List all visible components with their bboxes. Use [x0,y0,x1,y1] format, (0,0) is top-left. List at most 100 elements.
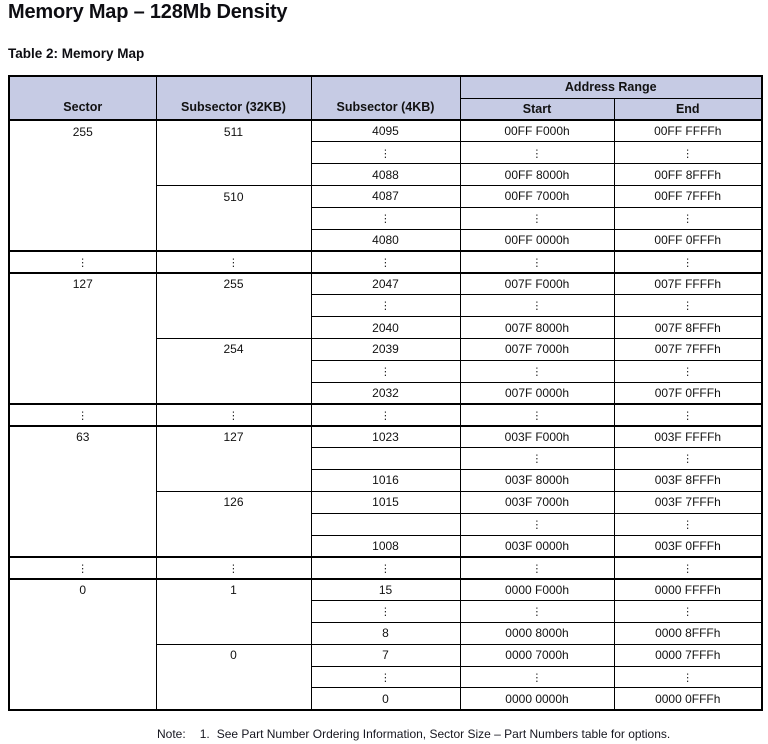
ellipsis-cell: ⋮ [459,141,615,165]
end-cell: 0000 7FFFh [613,643,763,667]
end-cell: 007F 0FFFh [613,381,763,405]
end-cell: 0000 FFFFh [613,578,763,602]
start-cell: 0000 F000h [459,578,615,602]
ellipsis-cell: ⋮ [613,206,763,230]
ellipsis-cell: ⋮ [155,402,312,427]
end-cell: 00FF 0FFFh [613,228,763,252]
start-cell: 007F 7000h [459,337,615,361]
start-cell: 003F F000h [459,425,615,449]
subsector32-cell: 511 [155,119,312,187]
table-row: 2032 007F 0000h 007F 0FFFh [9,381,763,405]
ellipsis-cell [310,447,461,470]
end-cell: 00FF 7FFFh [613,185,763,208]
ellipsis-cell: ⋮ [155,250,312,274]
ellipsis-cell: ⋮ [613,447,763,470]
table-row: 63 127 1023 003F F000h 003F FFFFh [8,425,763,558]
ellipsis-cell: ⋮ [8,250,157,274]
subsector32-cell: 255 [155,272,312,339]
subsector4-cell: 15 [310,578,461,602]
ellipsis-cell: ⋮ [613,512,763,536]
header-subrow: Start End [9,97,763,121]
ellipsis-cell: ⋮ [310,141,461,165]
start-cell: 003F 0000h [459,534,615,558]
table-row: 0 1 15 0000 F000h 0000 FFFFh [8,578,763,711]
ellipsis-cell: ⋮ [459,555,615,580]
table-row: 4088 00FF 8000h 00FF 8FFFh [9,163,763,187]
start-cell: 0000 7000h [459,643,615,667]
ellipsis-cell: ⋮ [310,294,461,318]
start-cell: 003F 8000h [459,469,615,492]
ellipsis-cell: ⋮ [613,600,763,623]
end-cell: 003F 8FFFh [613,469,763,492]
ellipsis-cell: ⋮ [459,512,615,536]
end-cell: 0000 8FFFh [613,621,763,645]
note-number: 1. [199,727,210,741]
ellipsis-cell: ⋮ [310,555,461,580]
table-row: 254 2039 007F 7000h 007F 7FFFh [9,337,763,405]
subsector4-cell: 1023 [310,425,461,449]
ellipsis-cell: ⋮ [310,206,461,230]
ellipsis-cell: ⋮ [459,250,615,274]
col-header-subsector4: Subsector (4KB) [310,75,461,121]
table-row: 0 7 0000 7000h 0000 7FFFh [9,643,763,711]
start-cell: 00FF 7000h [459,185,615,208]
subsector32-cell: 126 [155,490,312,558]
ellipsis-cell: ⋮ [459,447,615,470]
ellipsis-cell: ⋮ [459,600,615,623]
sector-cell: 255 [8,119,157,252]
subsector4-cell: 4088 [310,163,461,187]
start-cell: 0000 0000h [459,687,615,711]
table-row: 8 0000 8000h 0000 8FFFh [9,621,763,645]
sector-cell: 63 [8,425,157,558]
col-header-address-range: Address Range [459,75,763,99]
memory-map-table: Sector Subsector (32KB) Subsector (4KB) … [8,75,764,711]
subsector4-cell: 2040 [310,316,461,339]
subsector4-cell: 1015 [310,490,461,514]
ellipsis-cell: ⋮ [459,294,615,318]
ellipsis-cell: ⋮ [613,250,763,274]
end-cell: 0000 0FFFh [613,687,763,711]
subsector32-cell: 510 [155,185,312,252]
ellipsis-cell [310,512,461,536]
table-row: 1016 003F 8000h 003F 8FFFh [9,469,763,492]
start-cell: 0000 8000h [459,621,615,645]
ellipsis-cell: ⋮ [310,359,461,383]
table-row: ⋮ ⋮ ⋮ [9,665,763,689]
subsector4-cell: 7 [310,643,461,667]
subsector4-cell: 4095 [310,119,461,143]
end-cell: 007F FFFFh [613,272,763,296]
subsector4-cell: 8 [310,621,461,645]
start-cell: 00FF 0000h [459,228,615,252]
start-cell: 00FF F000h [459,119,615,143]
end-cell: 007F 7FFFh [613,337,763,361]
ellipsis-cell: ⋮ [613,141,763,165]
header-row: Sector Subsector (32KB) Subsector (4KB) … [8,75,763,121]
table-row: ⋮ ⋮ ⋮ [9,359,763,383]
end-cell: 003F 7FFFh [613,490,763,514]
separator-row: ⋮ ⋮ ⋮ ⋮ ⋮ [8,402,763,427]
col-header-end: End [613,97,763,121]
ellipsis-cell: ⋮ [459,402,615,427]
sector-cell: 127 [8,272,157,405]
ellipsis-cell: ⋮ [613,402,763,427]
subsector4-cell: 2032 [310,381,461,405]
table-caption: Table 2: Memory Map [8,46,145,61]
ellipsis-cell: ⋮ [613,359,763,383]
ellipsis-cell: ⋮ [613,555,763,580]
end-cell: 003F FFFFh [613,425,763,449]
table-row: 2040 007F 8000h 007F 8FFFh [9,316,763,339]
ellipsis-cell: ⋮ [613,665,763,689]
subsector4-cell: 4080 [310,228,461,252]
end-cell: 007F 8FFFh [613,316,763,339]
start-cell: 007F 0000h [459,381,615,405]
ellipsis-cell: ⋮ [310,665,461,689]
subsector4-cell: 1016 [310,469,461,492]
separator-row: ⋮ ⋮ ⋮ ⋮ ⋮ [8,555,763,580]
ellipsis-cell: ⋮ [310,250,461,274]
subsector4-cell: 2039 [310,337,461,361]
start-cell: 007F F000h [459,272,615,296]
ellipsis-cell: ⋮ [613,294,763,318]
ellipsis-cell: ⋮ [155,555,312,580]
